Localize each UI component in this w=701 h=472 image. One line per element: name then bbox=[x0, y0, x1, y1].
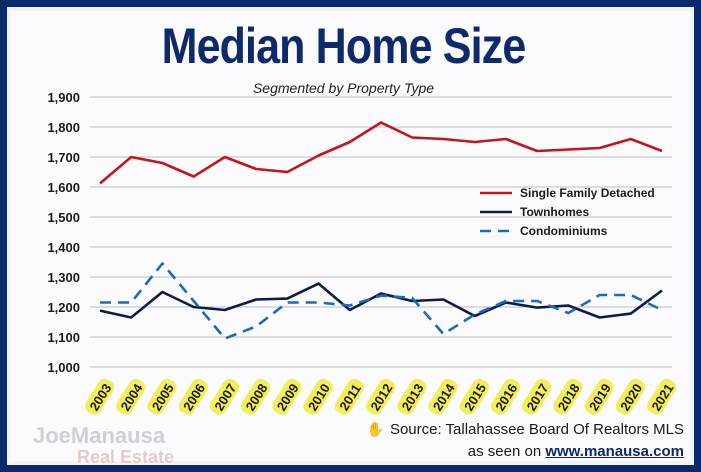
x-tick: 2020 bbox=[615, 378, 645, 415]
x-tick: 2016 bbox=[490, 378, 521, 415]
y-tick-label: 1,400 bbox=[47, 240, 80, 255]
hand-icon: ✋ bbox=[366, 421, 384, 437]
x-tick-highlight bbox=[646, 378, 677, 415]
series-line-single-family-detached bbox=[99, 121, 663, 185]
x-tick: 2021 bbox=[646, 378, 677, 415]
x-tick: 2019 bbox=[584, 378, 614, 415]
y-tick-label: 1,700 bbox=[47, 150, 80, 165]
x-tick: 2015 bbox=[459, 378, 489, 415]
x-tick-highlight bbox=[584, 378, 614, 415]
x-tick: 2010 bbox=[303, 378, 333, 415]
x-tick: 2007 bbox=[209, 378, 240, 415]
x-tick: 2017 bbox=[522, 378, 552, 415]
legend-label: Single Family Detached bbox=[520, 186, 655, 200]
y-tick-label: 1,900 bbox=[47, 90, 80, 105]
x-tick-highlight bbox=[459, 378, 489, 415]
y-tick-label: 1,100 bbox=[47, 330, 80, 345]
source-line: ✋ Source: Tallahassee Board Of Realtors M… bbox=[367, 421, 684, 438]
line-chart: 1,000 1,100 1,200 1,300 1,400 1,500 1,600 1,700… bbox=[47, 90, 677, 415]
legend-label: Condominiums bbox=[520, 224, 608, 238]
x-tick: 2006 bbox=[178, 378, 208, 415]
brand-logo-subtitle: Real Estate bbox=[77, 447, 175, 467]
x-tick: 2011 bbox=[334, 378, 364, 415]
x-tick: 2014 bbox=[428, 378, 458, 415]
source-prefix: as seen on bbox=[467, 443, 546, 460]
x-tick-highlight bbox=[522, 378, 552, 415]
x-tick-highlight bbox=[116, 378, 146, 415]
x-tick: 2013 bbox=[397, 378, 427, 415]
y-tick-label: 1,200 bbox=[47, 300, 80, 315]
x-tick-highlight bbox=[553, 378, 583, 415]
y-tick-label: 1,600 bbox=[47, 180, 80, 195]
source-website-line: as seen on www.manausa.com bbox=[468, 443, 684, 460]
x-tick: 2003 bbox=[84, 378, 115, 415]
x-tick: 2009 bbox=[272, 378, 302, 415]
x-tick: 2018 bbox=[553, 378, 583, 415]
brand-logo: JoeManausa bbox=[33, 423, 166, 448]
x-tick-highlight bbox=[147, 378, 177, 415]
x-tick: 2005 bbox=[147, 378, 177, 415]
x-tick-highlight bbox=[365, 378, 396, 415]
x-tick-highlight bbox=[615, 378, 645, 415]
y-tick-label: 1,300 bbox=[47, 270, 80, 285]
y-tick-label: 1,800 bbox=[47, 120, 80, 135]
chart-title: Median Home Size bbox=[161, 18, 527, 74]
x-tick-highlight bbox=[178, 378, 208, 415]
chart-subtitle: Segmented by Property Type bbox=[252, 80, 435, 96]
x-tick-highlight bbox=[272, 378, 302, 415]
x-tick: 2008 bbox=[241, 378, 271, 415]
x-tick-highlight bbox=[303, 378, 333, 415]
x-tick-highlight bbox=[334, 378, 364, 415]
x-tick: 2004 bbox=[116, 378, 146, 415]
x-tick-highlight bbox=[397, 378, 427, 415]
x-tick-highlight bbox=[428, 378, 458, 415]
x-tick-highlight bbox=[84, 378, 115, 415]
series-line-condominiums bbox=[100, 262, 663, 340]
x-tick: 2012 bbox=[365, 378, 396, 415]
source-text: Source: Tallahassee Board Of Realtors ML… bbox=[389, 421, 684, 438]
y-tick-label: 1,000 bbox=[47, 360, 80, 375]
y-tick-label: 1,500 bbox=[47, 210, 80, 225]
legend-label: Townhomes bbox=[520, 205, 589, 219]
x-tick-highlight bbox=[241, 378, 271, 415]
x-tick-highlight bbox=[209, 378, 240, 415]
source-website-link[interactable]: www.manausa.com bbox=[545, 443, 684, 460]
x-tick-highlight bbox=[490, 378, 521, 415]
